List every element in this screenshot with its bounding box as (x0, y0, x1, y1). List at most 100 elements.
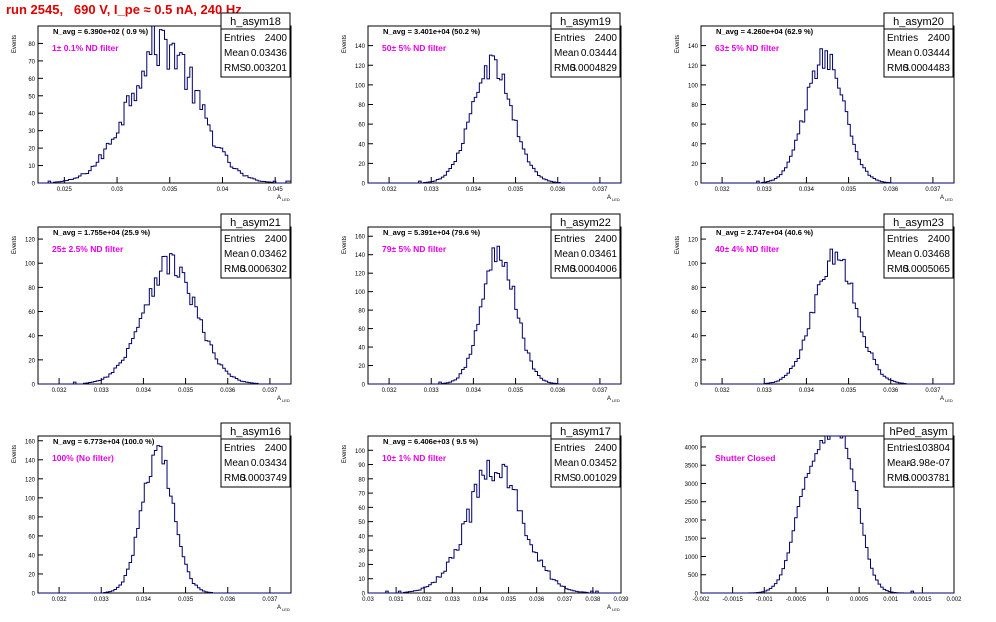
x-tick-label: -0.002 (692, 597, 710, 603)
y-tick-label: 60 (28, 534, 35, 540)
y-tick-label: 30 (28, 129, 35, 135)
histogram-line (368, 459, 621, 594)
navg-label: N_avg = 6.773e+04 (100.0 %) (53, 437, 155, 446)
y-tick-label: 20 (358, 563, 365, 569)
x-tick-label: 0.033 (757, 388, 773, 394)
stat-key-entries: Entries (224, 234, 255, 245)
y-tick-label: 120 (688, 64, 699, 70)
stat-value-rms: 0.001029 (575, 473, 617, 484)
x-tick-label: 0.035 (841, 388, 857, 394)
y-tick-label: 80 (691, 103, 698, 109)
y-tick-label: 0 (362, 383, 366, 389)
y-tick-label: 20 (358, 364, 365, 370)
y-tick-label: 80 (358, 309, 365, 315)
x-tick-label: 0.034 (473, 597, 489, 603)
x-tick-label: 0.036 (529, 597, 545, 603)
x-tick-label: 0.032 (382, 388, 398, 394)
x-tick-label: 0.037 (925, 187, 941, 193)
navg-label: N_avg = 6.406e+03 ( 9.5 %) (383, 437, 479, 446)
plot-frame (37, 25, 292, 184)
x-tick-label: 0.033 (445, 597, 461, 603)
stat-value-entries: 2400 (265, 234, 288, 245)
stats-box (220, 213, 291, 279)
stat-key-mean: Mean (554, 48, 579, 59)
x-tick-label: -0.0015 (722, 597, 743, 603)
x-tick-label: 0 (826, 597, 830, 603)
navg-label: N_avg = 6.390e+02 ( 0.9 %) (53, 27, 149, 36)
y-tick-label: 0 (362, 182, 366, 188)
histogram-line (368, 54, 621, 184)
y-tick-label: 3500 (685, 464, 699, 470)
stat-key-rms: RMS (554, 264, 577, 275)
stat-value-entries: 2400 (595, 33, 618, 44)
y-tick-label: 60 (358, 506, 365, 512)
histogram-name: h_asym19 (560, 16, 611, 28)
histogram-name: h_asym18 (230, 16, 281, 28)
x-tick-label: 0.0005 (850, 597, 869, 603)
x-axis-label: A (607, 396, 611, 402)
x-axis-label: A (940, 195, 944, 201)
x-axis-label: A (607, 195, 611, 201)
stat-value-entries: 2400 (265, 443, 288, 454)
stat-key-entries: Entries (887, 234, 918, 245)
stat-value-mean: 0.03444 (581, 48, 618, 59)
stat-value-rms: 0.0003749 (240, 473, 288, 484)
filter-label: 63± 5% ND filter (715, 43, 780, 53)
y-tick-label: 80 (358, 103, 365, 109)
x-axis-label-sub: LED (282, 398, 290, 403)
x-tick-label: 0.037 (592, 388, 608, 394)
x-tick-label: 0.034 (466, 388, 482, 394)
stat-value-entries: 2400 (928, 234, 951, 245)
y-tick-label: 140 (355, 253, 366, 259)
y-tick-label: 50 (28, 94, 35, 100)
y-tick-label: 20 (28, 572, 35, 578)
x-tick-label: 0.034 (136, 388, 152, 394)
stat-key-mean: Mean (887, 48, 912, 59)
y-tick-label: 80 (28, 286, 35, 292)
stat-key-mean: Mean (887, 249, 912, 260)
y-tick-label: 60 (358, 123, 365, 129)
y-tick-label: 0 (32, 383, 36, 389)
histogram-panel-h_asym17: 0 10 20 30 40 50 60 70 80 90 100 0.03 0.031 0.032 0.03… (342, 422, 629, 612)
y-tick-label: 120 (688, 238, 699, 244)
filter-label: 79± 5% ND filter (382, 244, 447, 254)
stats-box (550, 422, 621, 488)
y-tick-label: 80 (28, 515, 35, 521)
x-tick-label: -0.0005 (786, 597, 807, 603)
stat-key-mean: Mean (554, 458, 579, 469)
y-tick-label: 0 (695, 592, 699, 598)
stat-value-mean: 0.03436 (251, 48, 288, 59)
y-tick-label: 100 (688, 83, 699, 89)
histogram-panel-h_asym21: 0 20 40 60 80 100 120 0.032 0.033 0.034 0.035 0.036… (12, 213, 292, 403)
y-tick-label: 10 (28, 164, 35, 170)
y-tick-label: 120 (355, 64, 366, 70)
x-tick-label: 0.034 (799, 388, 815, 394)
stat-value-mean: 0.03468 (914, 249, 951, 260)
filter-label: 40± 4% ND filter (715, 244, 780, 254)
x-tick-label: 0.002 (946, 597, 962, 603)
y-tick-label: 90 (358, 463, 365, 469)
y-tick-label: 100 (25, 496, 36, 502)
y-axis-label: Events (12, 35, 18, 53)
y-tick-label: 100 (355, 290, 366, 296)
histogram-name: h_asym20 (893, 16, 944, 28)
x-tick-label: 0.036 (883, 187, 899, 193)
x-tick-label: 0.037 (262, 388, 278, 394)
x-axis-label: A (607, 605, 611, 611)
x-axis-label-sub: LED (612, 398, 620, 403)
filter-label: 50± 5% ND filter (382, 43, 447, 53)
histogram-name: h_asym17 (560, 426, 611, 438)
x-tick-label: 0.03 (362, 597, 374, 603)
y-axis-label: Events (12, 445, 18, 463)
x-tick-label: 0.0015 (913, 597, 932, 603)
x-tick-label: 0.035 (841, 187, 857, 193)
histogram-name: h_asym21 (230, 217, 281, 229)
stat-key-entries: Entries (224, 33, 255, 44)
y-tick-label: 60 (28, 310, 35, 316)
y-tick-label: 0 (695, 383, 699, 389)
stat-key-mean: Mean (224, 48, 249, 59)
y-tick-label: 140 (25, 458, 36, 464)
stat-key-entries: Entries (554, 234, 585, 245)
y-axis-label: Events (12, 236, 18, 254)
y-tick-label: 120 (25, 477, 36, 483)
